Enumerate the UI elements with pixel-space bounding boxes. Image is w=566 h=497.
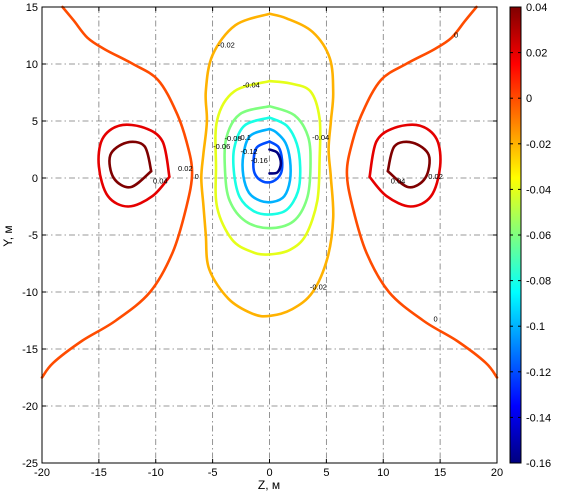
- colorbar-tick-label: -0.02: [526, 139, 551, 151]
- colorbar-tick-label: -0.04: [526, 184, 551, 196]
- colorbar-tick-label: 0.04: [526, 2, 547, 14]
- contour-label: 0: [454, 30, 458, 39]
- contour-label: 0: [195, 172, 199, 181]
- x-tick-label: 5: [323, 467, 329, 479]
- x-tick-label: 0: [266, 467, 272, 479]
- contour-lines: [40, 5, 499, 379]
- contour-label: 0: [433, 314, 437, 323]
- colorbar: 0.04 0.02 0 -0.02 -0.04 -0.06 -0.08 -0.1 -0.12 -0…: [509, 2, 551, 470]
- contour-line: [241, 127, 292, 204]
- contour-line: [214, 79, 322, 256]
- contour-label: 0.02: [178, 164, 193, 173]
- x-tick-label: 10: [377, 467, 389, 479]
- contour-line: [108, 140, 153, 189]
- colorbar-tick-label: 0: [526, 93, 532, 105]
- y-tick-labels: -25 -20 -15 -10 -5 0 5 10 15: [22, 2, 38, 470]
- contour-label: -0.04: [243, 81, 260, 90]
- contour-label: -0.12: [240, 147, 257, 156]
- x-tick-labels: -20 -15 -10 -5 0 5 10 15 20: [34, 467, 503, 479]
- contour-label: 0.02: [428, 172, 443, 181]
- colorbar-tick-label: -0.16: [526, 458, 551, 470]
- axes: [41, 6, 498, 464]
- y-tick-label: -15: [22, 344, 38, 356]
- x-tick-label: 20: [491, 467, 503, 479]
- contour-line: [223, 104, 312, 230]
- contour-line: [200, 12, 335, 318]
- x-tick-label: 15: [434, 467, 446, 479]
- contour-label: 0.04: [153, 176, 168, 185]
- colorbar-tick-label: 0.02: [526, 48, 547, 60]
- x-tick-label: -20: [34, 467, 50, 479]
- x-axis-label: Z, м: [258, 478, 280, 492]
- contour-label: 0.04: [391, 176, 406, 185]
- y-axis-label: Y, м: [1, 225, 15, 246]
- y-tick-label: -5: [28, 230, 38, 242]
- colorbar-tick-label: -0.08: [526, 276, 551, 288]
- contour-line: [386, 140, 431, 189]
- contour-line: [268, 148, 283, 175]
- contour-label: -0.16: [251, 156, 268, 165]
- contour-label: -0.08: [225, 134, 242, 143]
- contour-label: -0.04: [312, 133, 329, 142]
- contour-label: -0.02: [218, 41, 235, 50]
- y-tick-label: 10: [26, 59, 38, 71]
- contour-line: [368, 123, 442, 208]
- y-tick-label: -20: [22, 401, 38, 413]
- x-tick-label: -15: [91, 467, 107, 479]
- colorbar-tick-label: -0.12: [526, 367, 551, 379]
- colorbar-tick-label: -0.06: [526, 230, 551, 242]
- grid-lines: [42, 7, 497, 463]
- contour-line: [252, 140, 284, 184]
- colorbar-tick-label: -0.1: [526, 321, 545, 333]
- y-tick-label: 15: [26, 2, 38, 14]
- contour-label: -0.02: [310, 282, 327, 291]
- contour-line: [40, 5, 194, 379]
- y-tick-label: -25: [22, 458, 38, 470]
- x-tick-label: -10: [148, 467, 164, 479]
- x-tick-label: -5: [208, 467, 218, 479]
- contour-line: [97, 123, 171, 208]
- contour-label: -0.1: [238, 133, 251, 142]
- contour-line: [345, 5, 499, 379]
- y-tick-label: 5: [32, 116, 38, 128]
- colorbar-tick-label: -0.14: [526, 412, 551, 424]
- contour-line: [231, 116, 302, 216]
- y-tick-label: -10: [22, 287, 38, 299]
- contour-label: -0.06: [213, 142, 230, 151]
- y-tick-label: 0: [32, 173, 38, 185]
